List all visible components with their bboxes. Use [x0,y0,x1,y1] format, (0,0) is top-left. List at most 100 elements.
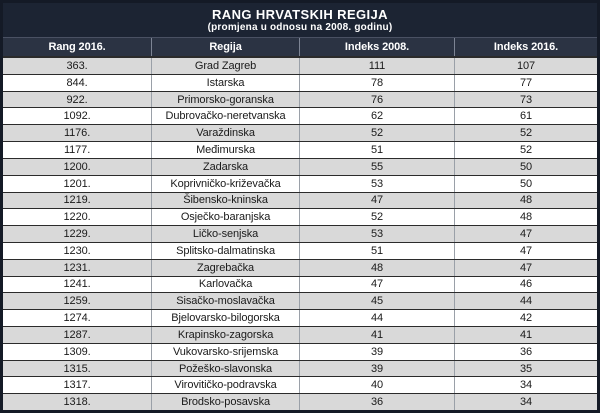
cell-rank: 1317. [3,377,153,394]
cell-rank: 1318. [3,394,153,410]
cell-rank: 1092. [3,108,153,125]
cell-indeks-2008: 41 [300,327,456,343]
cell-indeks-2008: 40 [300,377,456,394]
cell-rank: 1309. [3,343,153,360]
cell-region: Brodsko-posavska [152,394,300,410]
cell-region: Virovitičko-podravska [152,377,300,394]
cell-region: Osječko-baranjska [152,209,300,226]
cell-region: Krapinsko-zagorska [152,327,300,343]
table-row: 1176. Varaždinska 52 52 [3,125,597,143]
cell-rank: 1220. [3,209,153,226]
cell-indeks-2016: 52 [519,127,533,140]
cell-indeks-2016: 52 [519,143,533,156]
column-header-indeks-2016: Indeks 2016. [493,41,559,53]
cell-indeks-2016: 48 [519,211,533,224]
cell-region: Istarska [152,74,300,91]
cell-indeks-2008: 48 [300,259,456,276]
cell-rank: 1219. [3,192,153,209]
cell-indeks-2008: 52 [300,209,456,226]
cell-rank: 363. [3,58,153,74]
cell-region: Bjelovarsko-bilogorska [152,310,300,326]
cell-rank: 1229. [3,226,153,242]
cell-rank: 1287. [3,327,153,343]
cell-indeks-2016: 47 [519,228,533,241]
table-row: 1092. Dubrovačko-neretvanska 62 61 [3,108,597,126]
table-row: 1315. Požeško-slavonska 39 35 [3,360,597,378]
cell-region: Požeško-slavonska [152,360,300,377]
cell-indeks-2008: 45 [300,293,456,310]
cell-rank: 1201. [3,175,153,192]
cell-indeks-2016: 46 [519,278,533,291]
cell-indeks-2016: 44 [519,295,533,308]
column-header-rang-2016: Rang 2016. [3,38,153,56]
table-row: 844. Istarska 78 77 [3,74,597,92]
cell-indeks-2008: 62 [300,108,456,125]
table-row: 1287. Krapinsko-zagorska 41 41 [3,327,597,344]
cell-rank: 1274. [3,310,153,326]
page-title: RANG HRVATSKIH REGIJA [212,6,388,22]
cell-indeks-2008: 78 [300,74,456,91]
cell-rank: 1176. [3,125,153,142]
cell-rank: 1241. [3,276,153,293]
cell-region: Vukovarsko-srijemska [152,343,300,360]
cell-region: Grad Zagreb [152,58,300,74]
cell-indeks-2016: 50 [519,177,533,190]
cell-indeks-2008: 47 [300,276,456,293]
table-row: 1241. Karlovačka 47 46 [3,276,597,294]
cell-indeks-2016: 36 [519,345,533,358]
table-row: 1259. Sisačko-moslavačka 45 44 [3,293,597,311]
column-header-indeks-2008: Indeks 2008. [300,38,456,56]
cell-region: Zadarska [152,158,300,175]
cell-region: Sisačko-moslavačka [152,293,300,310]
cell-indeks-2016: 48 [519,194,533,207]
cell-indeks-2016: 73 [519,93,533,106]
table-row: 363. Grad Zagreb 111 107 [3,58,597,75]
table-body: 363. Grad Zagreb 111 107 844. Istarska 7… [3,58,597,410]
table-row: 1220. Osječko-baranjska 52 48 [3,209,597,227]
table-row: 1309. Vukovarsko-srijemska 39 36 [3,343,597,361]
table-row: 1274. Bjelovarsko-bilogorska 44 42 [3,310,597,327]
cell-region: Dubrovačko-neretvanska [152,108,300,125]
table-row: 1317. Virovitičko-podravska 40 34 [3,377,597,395]
cell-rank: 1200. [3,158,153,175]
cell-indeks-2016: 41 [519,328,533,341]
cell-indeks-2016: 107 [516,59,536,72]
cell-region: Varaždinska [152,125,300,142]
cell-rank: 1231. [3,259,153,276]
cell-rank: 922. [3,91,153,108]
cell-rank: 1259. [3,293,153,310]
table-row: 922. Primorsko-goranska 76 73 [3,91,597,109]
cell-indeks-2016: 50 [519,160,533,173]
cell-indeks-2008: 55 [300,158,456,175]
table-row: 1177. Međimurska 51 52 [3,142,597,159]
cell-indeks-2016: 61 [519,110,533,123]
table-row: 1230. Splitsko-dalmatinska 51 47 [3,242,597,260]
cell-indeks-2008: 51 [300,242,456,259]
table-header-row: Rang 2016. Regija Indeks 2008. Indeks 20… [3,38,597,58]
cell-rank: 1315. [3,360,153,377]
cell-rank: 1230. [3,242,153,259]
cell-indeks-2016: 35 [519,362,533,375]
cell-region: Koprivničko-križevačka [152,175,300,192]
cell-indeks-2008: 76 [300,91,456,108]
column-header-regija: Regija [152,38,300,56]
cell-indeks-2008: 52 [300,125,456,142]
cell-indeks-2008: 53 [300,175,456,192]
cell-region: Međimurska [152,142,300,158]
cell-region: Splitsko-dalmatinska [152,242,300,259]
cell-indeks-2008: 111 [300,58,456,74]
page-subtitle: (promjena u odnosu na 2008. godinu) [207,21,393,33]
cell-rank: 844. [3,74,153,91]
cell-indeks-2008: 36 [300,394,456,410]
cell-indeks-2008: 47 [300,192,456,209]
table-row: 1200. Zadarska 55 50 [3,158,597,176]
cell-indeks-2008: 51 [300,142,456,158]
cell-indeks-2008: 39 [300,360,456,377]
cell-indeks-2016: 42 [519,312,533,325]
cell-indeks-2008: 44 [300,310,456,326]
table-row: 1219. Šibensko-kninska 47 48 [3,192,597,210]
cell-region: Ličko-senjska [152,226,300,242]
cell-region: Šibensko-kninska [152,192,300,209]
cell-region: Karlovačka [152,276,300,293]
